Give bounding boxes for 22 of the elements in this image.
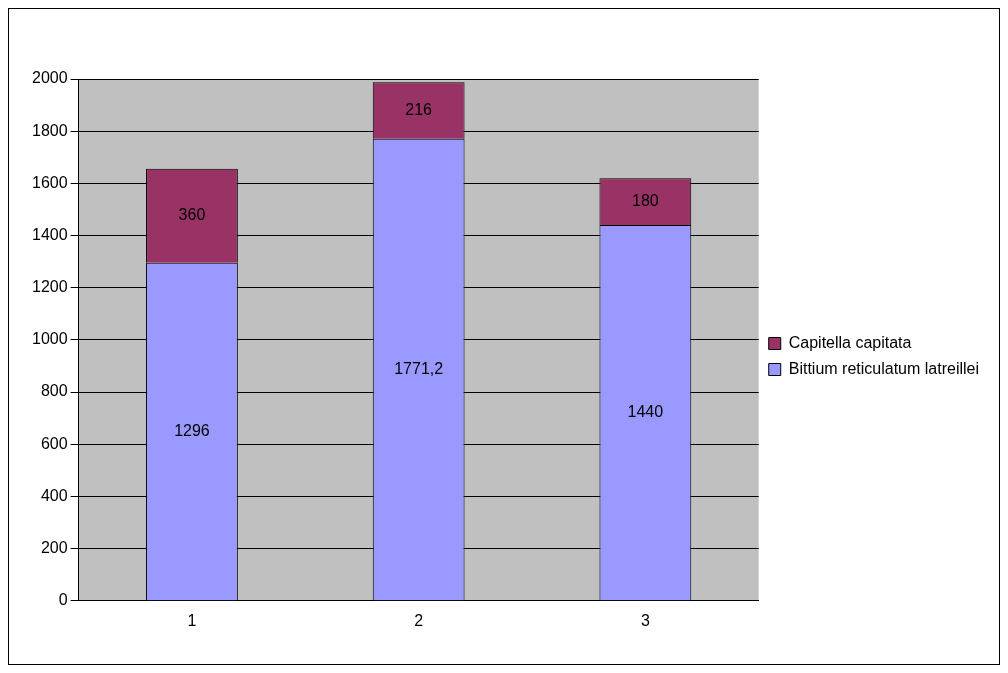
legend-label: Bittium reticulatum latreillei — [788, 359, 979, 377]
y-tick-label: 1200 — [32, 278, 68, 296]
data-label: 216 — [405, 100, 433, 118]
y-tick-label: 400 — [40, 486, 68, 504]
data-label: 1771,2 — [394, 359, 444, 377]
y-tick-label: 800 — [40, 382, 68, 400]
data-label: 180 — [632, 192, 659, 210]
data-label: 360 — [178, 206, 206, 224]
data-label: 1296 — [174, 421, 210, 439]
x-tick-label: 1 — [187, 611, 197, 629]
y-tick-label: 600 — [40, 434, 68, 452]
data-label: 1440 — [627, 403, 664, 421]
y-tick-label: 0 — [58, 591, 68, 609]
y-tick-label: 200 — [40, 539, 68, 557]
y-tick-label: 1000 — [32, 330, 68, 348]
legend-label: Capitella capitata — [788, 333, 912, 351]
y-tick-label: 1400 — [32, 225, 68, 243]
x-tick-label: 3 — [640, 611, 650, 629]
y-tick-label: 1600 — [32, 173, 68, 191]
y-tick-label: 2000 — [32, 69, 68, 87]
x-tick-label: 2 — [414, 611, 424, 629]
y-tick-label: 1800 — [32, 121, 68, 139]
